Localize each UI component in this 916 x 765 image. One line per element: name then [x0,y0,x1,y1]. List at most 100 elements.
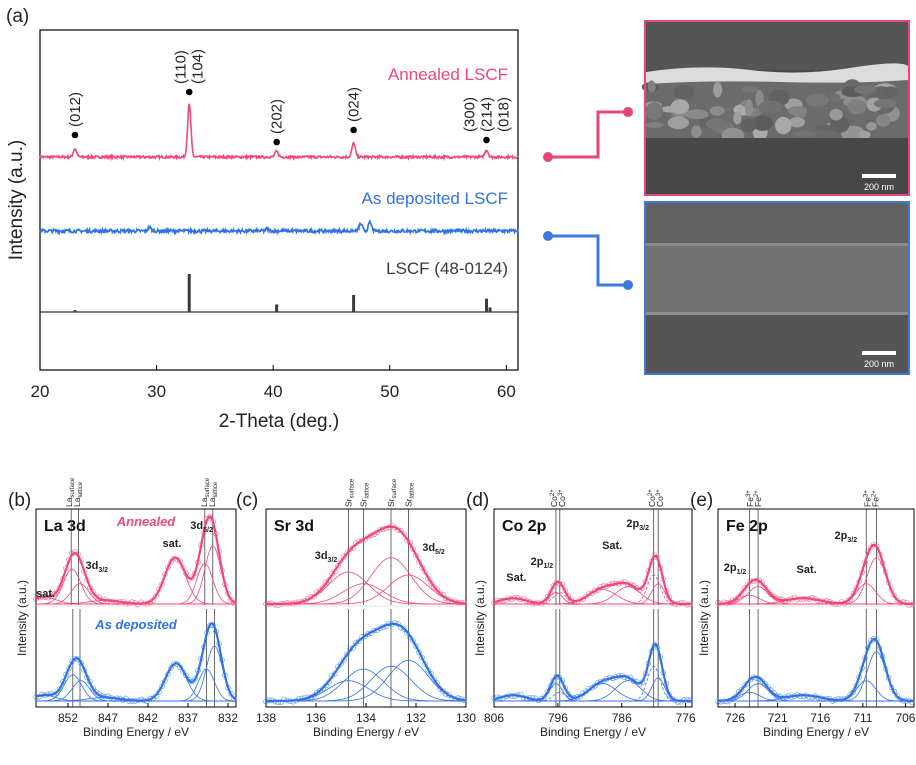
xrd-tick-label-1: 30 [147,382,166,401]
xps-panels: 852 847 842 837 832 Binding Energy / eV Intens… [15,477,916,739]
sem-annealed-scale: 200 nm [864,182,894,192]
xps-sr-tick-label-4: 130 [456,711,476,725]
xps-co-annotation-1: 2p1/2 [531,556,554,570]
xps-co-top-label-1-0: Co2+ [647,489,657,507]
panel-label-e: (e) [690,490,713,511]
xps-la-tick-label-2: 842 [138,711,158,725]
xps-la-chart: 852 847 842 837 832 Binding Energy / eV Intens… [15,477,238,739]
xps-sr-annotation-0: 3d3/2 [315,550,338,564]
xrd-peak-label-2-0: (202) [269,99,286,134]
xps-sr-tick-label-0: 138 [256,711,276,725]
xps-co-component-0-6 [494,583,692,605]
xps-co-tick-label-3: 776 [676,711,696,725]
panel-label-a: (a) [6,6,29,27]
xps-la-frame [35,508,237,708]
xps-la-component-0-6 [36,545,237,605]
xps-fe-envelope-0 [718,543,914,606]
xps-sr-envelope-1 [266,622,467,703]
panel-label-d: (d) [466,490,489,511]
xps-fe-frame [717,508,915,708]
xrd-peak-labels: (012) (110) (104) (202) (024) (300) (214) (018) [67,49,513,146]
sem-grain-67 [713,81,723,98]
xps-la-annotation-2: sat. [163,538,182,550]
xrd-peak-label-1-1: (104) [190,49,207,84]
sem-grain-56 [673,85,695,100]
sem-grains [641,79,900,144]
xps-co-component-0-1 [494,591,692,605]
sem-grain-50 [647,80,656,93]
xps-fe-tick-label-0: 726 [725,711,745,725]
xps-fe-component-1-4 [718,651,914,702]
xps-fe-chart: 726 721 716 711 706 Binding Energy / eV Intens… [697,490,916,739]
xps-fe-envelope-1 [718,637,914,703]
xps-la-envelope-0 [35,515,237,605]
xps-sr-points-1 [263,619,467,706]
xrd-peak-dot-3 [350,126,357,134]
connector-annealed [543,107,633,162]
connector-deposited [543,231,633,290]
sem-grain-38 [684,109,709,120]
sem-grain-41 [691,125,702,138]
xps-la-top-label-1-0: Lasurface [199,477,211,507]
xps-fe-x-label: Binding Energy / eV [763,725,869,739]
xps-co-component-0-2 [494,591,692,605]
xrd-peak-label-4-2: (018) [496,97,513,132]
connector-annealed-line [548,110,628,159]
xps-fe-annotation-1: Sat. [797,564,817,576]
connector-deposited-dot-right [623,280,633,290]
sem-grain-40 [789,117,806,128]
sem-grain-43 [866,122,877,131]
sem-grain-66 [853,85,877,95]
xps-la-top-label-0-1: Lalattice [72,481,84,507]
xrd-chart: 20 30 40 50 60 2-Theta (deg.) Intensity (a.u… [6,29,519,432]
xrd-deposited-curve [39,219,519,236]
xps-fe-tick-label-2: 716 [810,711,830,725]
xps-co-envelope-1 [493,643,692,703]
sem-grain-65 [847,99,867,115]
xps-la-top-label-0-0: Lasurface [64,477,76,507]
xps-co-x-label: Binding Energy / eV [540,725,646,739]
xrd-annealed-label: Annealed LSCF [388,65,508,84]
xps-co-top-label-0-1: Co3+ [557,489,567,507]
xps-la-x-label: Binding Energy / eV [83,725,189,739]
xps-sr-top-label-3-0: Srlattice [404,482,416,507]
xps-co-component-1-6 [494,677,692,702]
sem-grain-33 [875,114,891,127]
xps-co-envelope-0 [493,554,692,606]
xps-fe-top-label-1-1: Fe2+ [870,490,880,507]
xps-sr-x-label: Binding Energy / eV [313,725,419,739]
xps-la-tick-label-0: 852 [58,711,78,725]
panel-label-c: (c) [236,490,258,511]
xps-co-points-1 [491,641,693,705]
xps-co-frame [493,508,693,708]
xps-fe-title: Fe 2p [726,518,768,535]
xps-la-annotation-3: 3d5/2 [190,520,213,534]
xrd-peak-dot-0 [71,131,79,139]
sem-grain-48 [815,124,838,131]
sem-grain-23 [705,118,728,130]
xps-fe-component-0-4 [718,557,914,605]
xps-sr-component-0-3 [266,574,467,605]
xps-la-top-label-1-1: Lalattice [207,481,219,507]
xps-fe-tick-label-4: 706 [895,711,915,725]
connector-deposited-line [548,234,628,287]
xps-sr-top-label-1-0: Srlattice [359,482,371,507]
panel-label-b: (b) [8,490,31,511]
xps-la-deposited-label: As deposited [94,617,178,632]
sem-grain-59 [670,99,690,115]
sem-grain-69 [741,85,758,93]
sem-deposited-scale: 200 nm [864,359,894,369]
xps-co-tick-label-0: 806 [484,711,504,725]
sem-deposited-image: 200 nm [644,201,910,375]
xrd-peak-label-4-0: (300) [462,97,479,132]
xps-fe-top-label-1-0: Fe3+ [862,490,872,507]
xrd-peak-label-1-0: (110) [173,50,190,84]
xps-co-tick-label-1: 796 [548,711,568,725]
xps-co-top-label-1-1: Co3+ [655,489,665,507]
xps-co-title: Co 2p [502,518,547,535]
sem-grain-36 [858,130,871,139]
xrd-reference-label: LSCF (48-0124) [386,259,508,278]
xps-fe-points-1 [715,636,915,706]
sem-grain-57 [645,102,664,120]
